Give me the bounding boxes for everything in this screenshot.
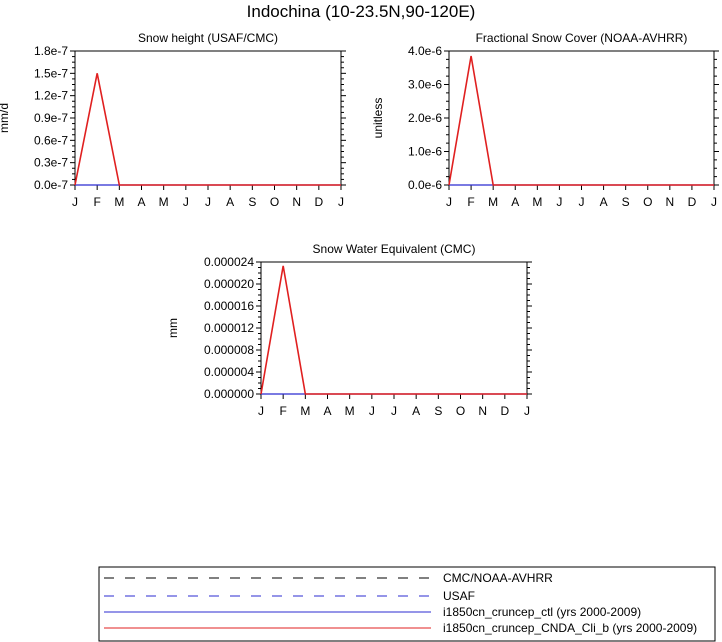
x-tick-label: A [323,404,331,418]
x-tick-label: O [456,404,465,418]
x-tick-label: A [137,195,145,209]
x-tick-label: D [688,195,697,209]
y-tick-label: 1.5e-7 [34,66,68,80]
y-axis-label: mm [166,318,180,338]
y-axis-label: mm/d [0,103,11,133]
y-tick-label: 2.0e-6 [408,111,442,125]
chart-panel-2: Fractional Snow Cover (NOAA-AVHRR) unitle… [371,31,719,209]
x-tick-label: S [248,195,256,209]
y-tick-label: 0.6e-7 [34,133,68,147]
x-tick-label: M [488,195,498,209]
x-tick-label: J [556,195,562,209]
y-tick-label: 0.000000 [204,387,254,401]
y-tick-label: 1.2e-7 [34,89,68,103]
x-tick-label: D [314,195,323,209]
chart-title: Snow Water Equivalent (CMC) [313,242,476,256]
legend-box [98,566,716,642]
x-tick-label: N [292,195,301,209]
y-tick-label: 0.000004 [204,365,254,379]
x-tick-label: F [467,195,474,209]
plot-frame [448,50,715,186]
legend-label-3: i1850cn_cruncep_ctl (yrs 2000-2009) [443,605,641,619]
x-tick-label: F [279,404,286,418]
y-tick-label: 0.0e-7 [34,178,68,192]
x-tick-label: J [391,404,397,418]
x-tick-label: D [500,404,509,418]
x-tick-label: N [665,195,674,209]
x-tick-label: J [524,404,530,418]
x-tick-label: O [270,195,279,209]
chart-panel-1: Snow height (USAF/CMC) mm/d 0.0e-7 0.3e-7 0.… [0,31,346,209]
y-tick-label: 1.0e-6 [408,145,442,159]
x-tick-label: O [643,195,652,209]
x-tick-label: A [412,404,420,418]
x-tick-label: S [622,195,630,209]
y-tick-label: 4.0e-6 [408,44,442,58]
x-tick-label: J [579,195,585,209]
legend-label-4: i1850cn_cruncep_CNDA_Cli_b (yrs 2000-200… [443,621,697,635]
x-tick-label: M [300,404,310,418]
y-tick-label: 0.9e-7 [34,111,68,125]
series-line-cnda [74,73,341,186]
x-tick-label: A [511,195,519,209]
legend-label-2: USAF [443,589,475,603]
x-tick-label: J [72,195,78,209]
chart-panels: Snow height (USAF/CMC) mm/d 0.0e-7 0.3e-7 0.… [0,31,719,418]
y-tick-label: 0.000020 [204,277,254,291]
legend-label-1: CMC/NOAA-AVHRR [443,571,553,585]
x-tick-label: J [446,195,452,209]
y-tick-label: 0.000012 [204,321,254,335]
x-tick-label: F [93,195,100,209]
x-tick-label: J [205,195,211,209]
chart-panel-3: Snow Water Equivalent (CMC) mm 0.000000 0.0… [166,242,532,418]
x-tick-label: M [345,404,355,418]
y-tick-label: 0.000016 [204,299,254,313]
y-tick-label: 3.0e-6 [408,78,442,92]
legend: CMC/NOAA-AVHRR USAF i1850cn_cruncep_ctl (y… [98,566,716,642]
x-tick-label: S [434,404,442,418]
plot-frame [260,261,528,395]
main-title: Indochina (10-23.5N,90-120E) [247,2,476,21]
chart-title: Snow height (USAF/CMC) [138,31,278,45]
x-tick-label: M [159,195,169,209]
series-line-cnda [448,55,714,186]
chart-title: Fractional Snow Cover (NOAA-AVHRR) [476,31,688,45]
x-tick-label: N [478,404,487,418]
x-tick-label: J [711,195,717,209]
y-axis-label: unitless [371,98,385,139]
x-tick-label: J [338,195,344,209]
x-tick-label: J [258,404,264,418]
x-tick-label: A [600,195,608,209]
y-tick-label: 0.3e-7 [34,156,68,170]
y-tick-label: 0.0e-6 [408,178,442,192]
x-tick-label: M [532,195,542,209]
y-tick-label: 0.000024 [204,255,254,269]
y-tick-label: 0.000008 [204,343,254,357]
y-tick-label: 1.8e-7 [34,44,68,58]
x-tick-label: J [183,195,189,209]
x-tick-label: A [226,195,234,209]
series-line-cnda [260,265,527,395]
x-tick-label: M [114,195,124,209]
x-tick-label: J [369,404,375,418]
